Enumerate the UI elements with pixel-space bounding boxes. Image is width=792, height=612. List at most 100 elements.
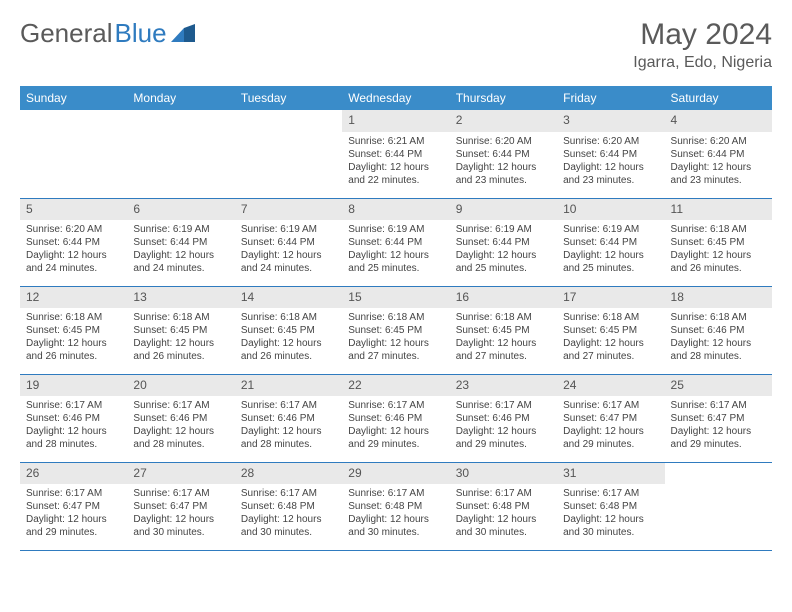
sunset-text: Sunset: 6:44 PM	[133, 236, 228, 249]
day-body: Sunrise: 6:17 AMSunset: 6:48 PMDaylight:…	[235, 484, 342, 543]
daylight-text: Daylight: 12 hours and 25 minutes.	[563, 249, 658, 275]
sunrise-text: Sunrise: 6:18 AM	[241, 311, 336, 324]
day-number: 22	[342, 375, 449, 397]
calendar-day-cell: 1Sunrise: 6:21 AMSunset: 6:44 PMDaylight…	[342, 110, 449, 198]
day-body: Sunrise: 6:18 AMSunset: 6:46 PMDaylight:…	[665, 308, 772, 367]
logo-text-1: General	[20, 18, 113, 49]
sunset-text: Sunset: 6:44 PM	[671, 148, 766, 161]
daylight-text: Daylight: 12 hours and 28 minutes.	[133, 425, 228, 451]
day-number: 19	[20, 375, 127, 397]
calendar-day-cell: 5Sunrise: 6:20 AMSunset: 6:44 PMDaylight…	[20, 198, 127, 286]
sunrise-text: Sunrise: 6:17 AM	[241, 487, 336, 500]
day-number: 24	[557, 375, 664, 397]
sunset-text: Sunset: 6:47 PM	[133, 500, 228, 513]
day-header: Thursday	[450, 86, 557, 110]
calendar-day-cell: 26Sunrise: 6:17 AMSunset: 6:47 PMDayligh…	[20, 462, 127, 550]
calendar-day-cell: 23Sunrise: 6:17 AMSunset: 6:46 PMDayligh…	[450, 374, 557, 462]
calendar-day-cell: 11Sunrise: 6:18 AMSunset: 6:45 PMDayligh…	[665, 198, 772, 286]
sunset-text: Sunset: 6:44 PM	[563, 236, 658, 249]
sunset-text: Sunset: 6:45 PM	[563, 324, 658, 337]
calendar-day-cell: 18Sunrise: 6:18 AMSunset: 6:46 PMDayligh…	[665, 286, 772, 374]
daylight-text: Daylight: 12 hours and 26 minutes.	[26, 337, 121, 363]
calendar-day-cell: 9Sunrise: 6:19 AMSunset: 6:44 PMDaylight…	[450, 198, 557, 286]
daylight-text: Daylight: 12 hours and 24 minutes.	[241, 249, 336, 275]
sunset-text: Sunset: 6:45 PM	[456, 324, 551, 337]
sunrise-text: Sunrise: 6:17 AM	[563, 399, 658, 412]
calendar-day-cell: 15Sunrise: 6:18 AMSunset: 6:45 PMDayligh…	[342, 286, 449, 374]
sunrise-text: Sunrise: 6:19 AM	[241, 223, 336, 236]
day-number: 7	[235, 199, 342, 221]
page-title: May 2024	[633, 18, 772, 52]
day-number: 3	[557, 110, 664, 132]
sunrise-text: Sunrise: 6:18 AM	[671, 311, 766, 324]
day-body	[20, 116, 127, 123]
day-number: 30	[450, 463, 557, 485]
calendar-day-cell: 16Sunrise: 6:18 AMSunset: 6:45 PMDayligh…	[450, 286, 557, 374]
daylight-text: Daylight: 12 hours and 22 minutes.	[348, 161, 443, 187]
daylight-text: Daylight: 12 hours and 27 minutes.	[348, 337, 443, 363]
day-header-row: Sunday Monday Tuesday Wednesday Thursday…	[20, 86, 772, 110]
daylight-text: Daylight: 12 hours and 30 minutes.	[133, 513, 228, 539]
sunrise-text: Sunrise: 6:17 AM	[456, 399, 551, 412]
sunset-text: Sunset: 6:45 PM	[26, 324, 121, 337]
day-number: 8	[342, 199, 449, 221]
logo: GeneralBlue	[20, 18, 197, 49]
sunrise-text: Sunrise: 6:18 AM	[133, 311, 228, 324]
day-header: Friday	[557, 86, 664, 110]
calendar-day-cell	[235, 110, 342, 198]
daylight-text: Daylight: 12 hours and 29 minutes.	[26, 513, 121, 539]
day-body: Sunrise: 6:17 AMSunset: 6:47 PMDaylight:…	[557, 396, 664, 455]
daylight-text: Daylight: 12 hours and 29 minutes.	[563, 425, 658, 451]
calendar-day-cell: 4Sunrise: 6:20 AMSunset: 6:44 PMDaylight…	[665, 110, 772, 198]
sunset-text: Sunset: 6:44 PM	[563, 148, 658, 161]
daylight-text: Daylight: 12 hours and 26 minutes.	[241, 337, 336, 363]
day-body	[665, 469, 772, 476]
calendar-day-cell: 20Sunrise: 6:17 AMSunset: 6:46 PMDayligh…	[127, 374, 234, 462]
sunset-text: Sunset: 6:46 PM	[671, 324, 766, 337]
title-block: May 2024 Igarra, Edo, Nigeria	[633, 18, 772, 72]
sunset-text: Sunset: 6:45 PM	[348, 324, 443, 337]
calendar-day-cell: 21Sunrise: 6:17 AMSunset: 6:46 PMDayligh…	[235, 374, 342, 462]
calendar-day-cell: 31Sunrise: 6:17 AMSunset: 6:48 PMDayligh…	[557, 462, 664, 550]
calendar-day-cell: 7Sunrise: 6:19 AMSunset: 6:44 PMDaylight…	[235, 198, 342, 286]
sunset-text: Sunset: 6:48 PM	[456, 500, 551, 513]
day-body: Sunrise: 6:19 AMSunset: 6:44 PMDaylight:…	[342, 220, 449, 279]
day-number: 23	[450, 375, 557, 397]
day-body: Sunrise: 6:17 AMSunset: 6:48 PMDaylight:…	[557, 484, 664, 543]
sunset-text: Sunset: 6:46 PM	[241, 412, 336, 425]
day-body: Sunrise: 6:17 AMSunset: 6:46 PMDaylight:…	[450, 396, 557, 455]
day-number: 2	[450, 110, 557, 132]
day-number: 12	[20, 287, 127, 309]
calendar-table: Sunday Monday Tuesday Wednesday Thursday…	[20, 86, 772, 551]
sunrise-text: Sunrise: 6:17 AM	[563, 487, 658, 500]
calendar-day-cell: 29Sunrise: 6:17 AMSunset: 6:48 PMDayligh…	[342, 462, 449, 550]
sunset-text: Sunset: 6:44 PM	[26, 236, 121, 249]
sunset-text: Sunset: 6:44 PM	[456, 148, 551, 161]
sunset-text: Sunset: 6:44 PM	[348, 148, 443, 161]
day-header: Tuesday	[235, 86, 342, 110]
daylight-text: Daylight: 12 hours and 26 minutes.	[671, 249, 766, 275]
day-number: 27	[127, 463, 234, 485]
sunrise-text: Sunrise: 6:17 AM	[133, 487, 228, 500]
calendar-week-row: 12Sunrise: 6:18 AMSunset: 6:45 PMDayligh…	[20, 286, 772, 374]
day-number: 13	[127, 287, 234, 309]
day-body: Sunrise: 6:20 AMSunset: 6:44 PMDaylight:…	[450, 132, 557, 191]
daylight-text: Daylight: 12 hours and 28 minutes.	[241, 425, 336, 451]
sunrise-text: Sunrise: 6:18 AM	[671, 223, 766, 236]
day-body: Sunrise: 6:19 AMSunset: 6:44 PMDaylight:…	[235, 220, 342, 279]
sunset-text: Sunset: 6:45 PM	[671, 236, 766, 249]
day-body	[127, 116, 234, 123]
calendar-week-row: 19Sunrise: 6:17 AMSunset: 6:46 PMDayligh…	[20, 374, 772, 462]
calendar-day-cell	[20, 110, 127, 198]
sunrise-text: Sunrise: 6:18 AM	[456, 311, 551, 324]
daylight-text: Daylight: 12 hours and 23 minutes.	[456, 161, 551, 187]
sunset-text: Sunset: 6:47 PM	[563, 412, 658, 425]
sunset-text: Sunset: 6:45 PM	[241, 324, 336, 337]
day-number: 28	[235, 463, 342, 485]
day-body: Sunrise: 6:20 AMSunset: 6:44 PMDaylight:…	[20, 220, 127, 279]
sunset-text: Sunset: 6:48 PM	[241, 500, 336, 513]
sunrise-text: Sunrise: 6:17 AM	[348, 399, 443, 412]
calendar-day-cell: 17Sunrise: 6:18 AMSunset: 6:45 PMDayligh…	[557, 286, 664, 374]
day-number: 18	[665, 287, 772, 309]
sunrise-text: Sunrise: 6:17 AM	[26, 487, 121, 500]
